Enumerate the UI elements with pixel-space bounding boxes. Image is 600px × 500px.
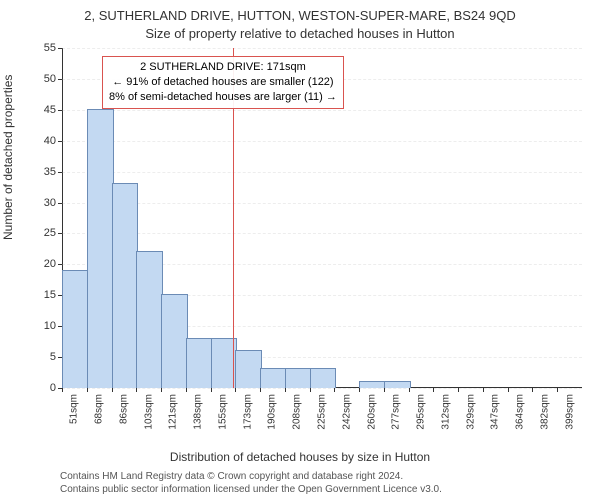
attribution-text: Contains HM Land Registry data © Crown c… xyxy=(60,470,442,496)
histogram-bar xyxy=(384,381,411,388)
histogram-bar xyxy=(310,368,337,388)
grid-line xyxy=(62,233,582,235)
histogram-bar xyxy=(186,338,213,388)
xtick-label: 242sqm xyxy=(341,394,352,430)
xtick-label: 121sqm xyxy=(168,394,179,430)
grid-line xyxy=(62,110,582,112)
xtick-label: 364sqm xyxy=(515,394,526,430)
xtick-label: 86sqm xyxy=(118,394,129,424)
attribution-line-2: Contains public sector information licen… xyxy=(60,483,442,496)
x-axis-label: Distribution of detached houses by size … xyxy=(0,450,600,464)
xtick-mark xyxy=(433,388,434,392)
ytick-label: 30 xyxy=(44,197,56,209)
xtick-mark xyxy=(260,388,261,392)
annotation-line: 2 SUTHERLAND DRIVE: 171sqm xyxy=(109,60,337,75)
xtick-mark xyxy=(359,388,360,392)
xtick-label: 103sqm xyxy=(143,394,154,430)
histogram-bar xyxy=(62,270,89,388)
grid-line xyxy=(62,48,582,50)
histogram-bar xyxy=(359,381,386,388)
ytick-mark xyxy=(58,203,62,204)
xtick-label: 173sqm xyxy=(242,394,253,430)
xtick-mark xyxy=(62,388,63,392)
xtick-label: 51sqm xyxy=(69,394,80,424)
ytick-label: 20 xyxy=(44,258,56,270)
xtick-mark xyxy=(186,388,187,392)
xtick-label: 68sqm xyxy=(94,394,105,424)
xtick-label: 399sqm xyxy=(564,394,575,430)
histogram-bar xyxy=(235,350,262,388)
xtick-label: 225sqm xyxy=(317,394,328,430)
plot-area: 051015202530354045505551sqm68sqm86sqm103… xyxy=(62,48,582,388)
xtick-mark xyxy=(483,388,484,392)
grid-line xyxy=(62,203,582,205)
xtick-mark xyxy=(161,388,162,392)
property-annotation-box: 2 SUTHERLAND DRIVE: 171sqm← 91% of detac… xyxy=(102,56,344,109)
xtick-mark xyxy=(211,388,212,392)
annotation-line: ← 91% of detached houses are smaller (12… xyxy=(109,75,337,90)
ytick-mark xyxy=(58,172,62,173)
xtick-mark xyxy=(310,388,311,392)
xtick-mark xyxy=(508,388,509,392)
xtick-mark xyxy=(334,388,335,392)
grid-line xyxy=(62,172,582,174)
xtick-mark xyxy=(384,388,385,392)
histogram-bar xyxy=(285,368,312,388)
ytick-mark xyxy=(58,110,62,111)
histogram-bar xyxy=(260,368,287,388)
attribution-line-1: Contains HM Land Registry data © Crown c… xyxy=(60,470,442,483)
ytick-label: 35 xyxy=(44,166,56,178)
ytick-mark xyxy=(58,48,62,49)
ytick-label: 45 xyxy=(44,104,56,116)
xtick-label: 155sqm xyxy=(217,394,228,430)
xtick-mark xyxy=(87,388,88,392)
xtick-label: 138sqm xyxy=(193,394,204,430)
xtick-mark xyxy=(136,388,137,392)
xtick-mark xyxy=(235,388,236,392)
histogram-bar xyxy=(87,109,114,388)
xtick-label: 347sqm xyxy=(490,394,501,430)
xtick-label: 312sqm xyxy=(440,394,451,430)
ytick-mark xyxy=(58,264,62,265)
xtick-mark xyxy=(557,388,558,392)
annotation-line: 8% of semi-detached houses are larger (1… xyxy=(109,90,337,105)
chart-subtitle: Size of property relative to detached ho… xyxy=(0,26,600,41)
ytick-label: 50 xyxy=(44,73,56,85)
ytick-mark xyxy=(58,79,62,80)
ytick-label: 25 xyxy=(44,227,56,239)
ytick-label: 0 xyxy=(50,382,56,394)
grid-line xyxy=(62,141,582,143)
ytick-label: 55 xyxy=(44,42,56,54)
xtick-label: 260sqm xyxy=(366,394,377,430)
xtick-label: 190sqm xyxy=(267,394,278,430)
xtick-label: 208sqm xyxy=(292,394,303,430)
histogram-bar xyxy=(136,251,163,388)
ytick-label: 5 xyxy=(50,351,56,363)
ytick-label: 40 xyxy=(44,135,56,147)
ytick-label: 15 xyxy=(44,289,56,301)
histogram-bar xyxy=(161,294,188,388)
xtick-label: 329sqm xyxy=(465,394,476,430)
chart-container: 2, SUTHERLAND DRIVE, HUTTON, WESTON-SUPE… xyxy=(0,0,600,500)
ytick-mark xyxy=(58,233,62,234)
ytick-label: 10 xyxy=(44,320,56,332)
xtick-mark xyxy=(285,388,286,392)
xtick-label: 277sqm xyxy=(391,394,402,430)
ytick-mark xyxy=(58,141,62,142)
xtick-mark xyxy=(532,388,533,392)
chart-title-address: 2, SUTHERLAND DRIVE, HUTTON, WESTON-SUPE… xyxy=(0,8,600,23)
xtick-mark xyxy=(112,388,113,392)
y-axis-label: Number of detached properties xyxy=(1,75,15,240)
grid-line xyxy=(62,388,582,390)
xtick-mark xyxy=(458,388,459,392)
histogram-bar xyxy=(112,183,139,388)
xtick-label: 382sqm xyxy=(539,394,550,430)
xtick-label: 295sqm xyxy=(416,394,427,430)
xtick-mark xyxy=(409,388,410,392)
